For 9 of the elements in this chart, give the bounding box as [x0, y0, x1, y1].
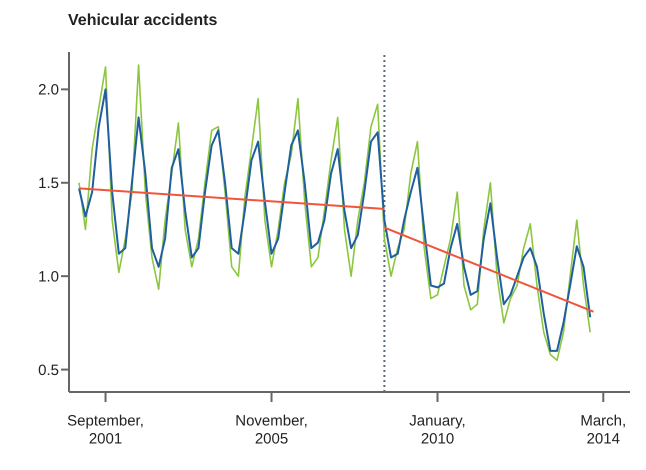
chart-title: Vehicular accidents [68, 12, 218, 30]
x-tick-label: March, 2014 [580, 412, 626, 448]
y-tick-label: 1.0 [38, 268, 59, 286]
x-tick-label: January, 2010 [409, 412, 466, 448]
y-tick-label: 2.0 [38, 82, 59, 99]
x-tick-label: November, 2005 [235, 412, 308, 448]
y-tick-label: 0.5 [38, 362, 59, 379]
y-tick-label: 1.5 [38, 175, 59, 192]
x-tick-label: September, 2001 [67, 412, 144, 448]
